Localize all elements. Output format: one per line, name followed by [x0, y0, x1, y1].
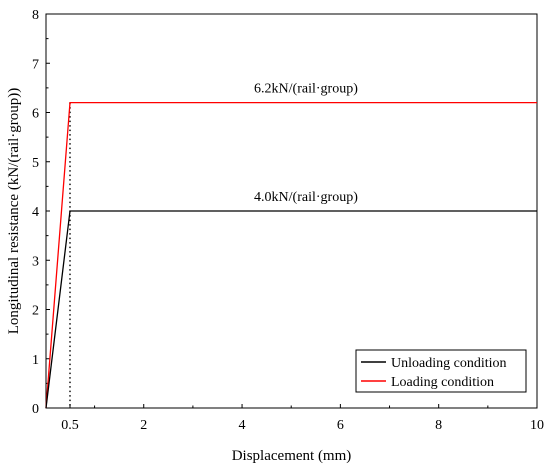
x-tick-label: 6: [337, 418, 344, 433]
legend-label: Loading condition: [391, 375, 494, 390]
y-tick-label: 8: [32, 8, 39, 23]
y-axis-title: Longitudinal resistance (kN/(rail·group)…: [6, 88, 22, 335]
legend: Unloading condition Loading condition: [355, 349, 527, 393]
y-tick-label: 0: [32, 402, 39, 417]
annotation-label: 6.2kN/(rail·group): [254, 82, 358, 97]
x-tick-label: 4: [239, 418, 246, 433]
y-axis: 0 1 2 3 4 5 6 7 8: [32, 8, 50, 417]
annotation-layer: 6.2kN/(rail·group) 4.0kN/(rail·group): [254, 82, 358, 205]
y-tick-label: 4: [32, 205, 39, 220]
x-axis: 0.5 2 4 6 8 10: [61, 404, 544, 433]
y-tick-label: 2: [32, 304, 39, 319]
annotation-label: 4.0kN/(rail·group): [254, 190, 358, 205]
series-line: [45, 102, 537, 409]
x-tick-label: 0.5: [61, 418, 79, 433]
x-tick-label: 10: [530, 418, 544, 433]
y-tick-label: 5: [32, 156, 39, 171]
legend-box: [355, 349, 527, 393]
series-line: [45, 210, 537, 409]
y-tick-label: 3: [32, 254, 39, 269]
legend-label: Unloading condition: [391, 356, 507, 371]
x-axis-title: Displacement (mm): [232, 448, 352, 464]
series-layer: [45, 102, 537, 409]
x-tick-label: 8: [435, 418, 442, 433]
x-tick-label: 2: [140, 418, 147, 433]
y-tick-label: 6: [32, 107, 39, 122]
y-tick-label: 7: [32, 57, 39, 72]
y-tick-label: 1: [32, 353, 39, 368]
